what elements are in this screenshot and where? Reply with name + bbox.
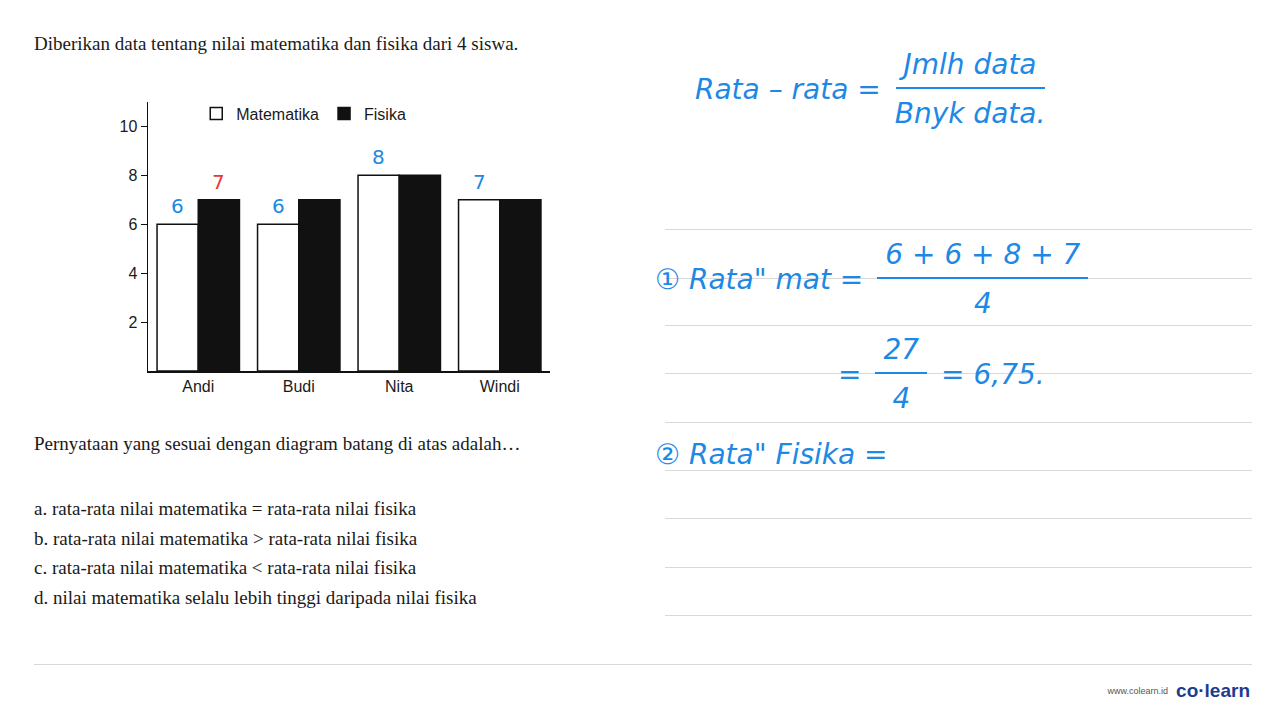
svg-text:Nita: Nita xyxy=(385,378,414,395)
svg-text:7: 7 xyxy=(473,170,486,194)
svg-text:6: 6 xyxy=(128,216,137,233)
html-text:c. rata-rata nilai matematika: c. rata-rata nilai matematika < rata-rat… xyxy=(34,557,417,578)
svg-text:2: 2 xyxy=(128,314,137,331)
html-text:② Rata" Fisika =: ② Rata" Fisika = xyxy=(655,438,888,471)
html-text:4: 4 xyxy=(973,287,992,320)
html-text:Jmlh data: Jmlh data xyxy=(903,48,1037,81)
html-text:6 + 6 + 8 + 7: 6 + 6 + 8 + 7 xyxy=(885,238,1081,271)
svg-text:Andi: Andi xyxy=(182,378,214,395)
svg-text:10: 10 xyxy=(120,118,138,135)
html-text:= 6,75.: = 6,75. xyxy=(941,357,1045,391)
svg-text:8: 8 xyxy=(372,145,385,169)
svg-text:6: 6 xyxy=(171,194,184,218)
html-text:Bnyk data.: Bnyk data. xyxy=(894,97,1046,130)
html-text:Rata – rata =: Rata – rata = xyxy=(695,72,881,106)
svg-text:Budi: Budi xyxy=(283,378,315,395)
svg-text:7: 7 xyxy=(212,170,225,194)
svg-text:Fisika: Fisika xyxy=(364,106,406,123)
svg-text:Windi: Windi xyxy=(480,378,520,395)
svg-text:8: 8 xyxy=(128,167,137,184)
html-text:a. rata-rata nilai matematika: a. rata-rata nilai matematika = rata-rat… xyxy=(34,498,417,519)
html-text:4: 4 xyxy=(892,382,911,415)
html-text:Pernyataan yang sesuai dengan: Pernyataan yang sesuai dengan diagram ba… xyxy=(34,433,521,454)
html-text:27: 27 xyxy=(883,333,920,366)
svg-text:4: 4 xyxy=(128,265,137,282)
svg-text:Matematika: Matematika xyxy=(236,106,319,123)
html-text:Diberikan data tentang nilai m: Diberikan data tentang nilai matematika … xyxy=(34,33,519,54)
html-text:co·learn: co·learn xyxy=(1176,680,1250,701)
html-text:d. nilai matematika selalu leb: d. nilai matematika selalu lebih tinggi … xyxy=(34,586,477,608)
html-text:www.colearn.id: www.colearn.id xyxy=(1107,686,1169,696)
html-text:① Rata" mat =: ① Rata" mat = xyxy=(655,262,864,296)
html-text:b. rata-rata nilai matematika: b. rata-rata nilai matematika > rata-rat… xyxy=(34,527,418,549)
svg-text:6: 6 xyxy=(272,194,285,218)
